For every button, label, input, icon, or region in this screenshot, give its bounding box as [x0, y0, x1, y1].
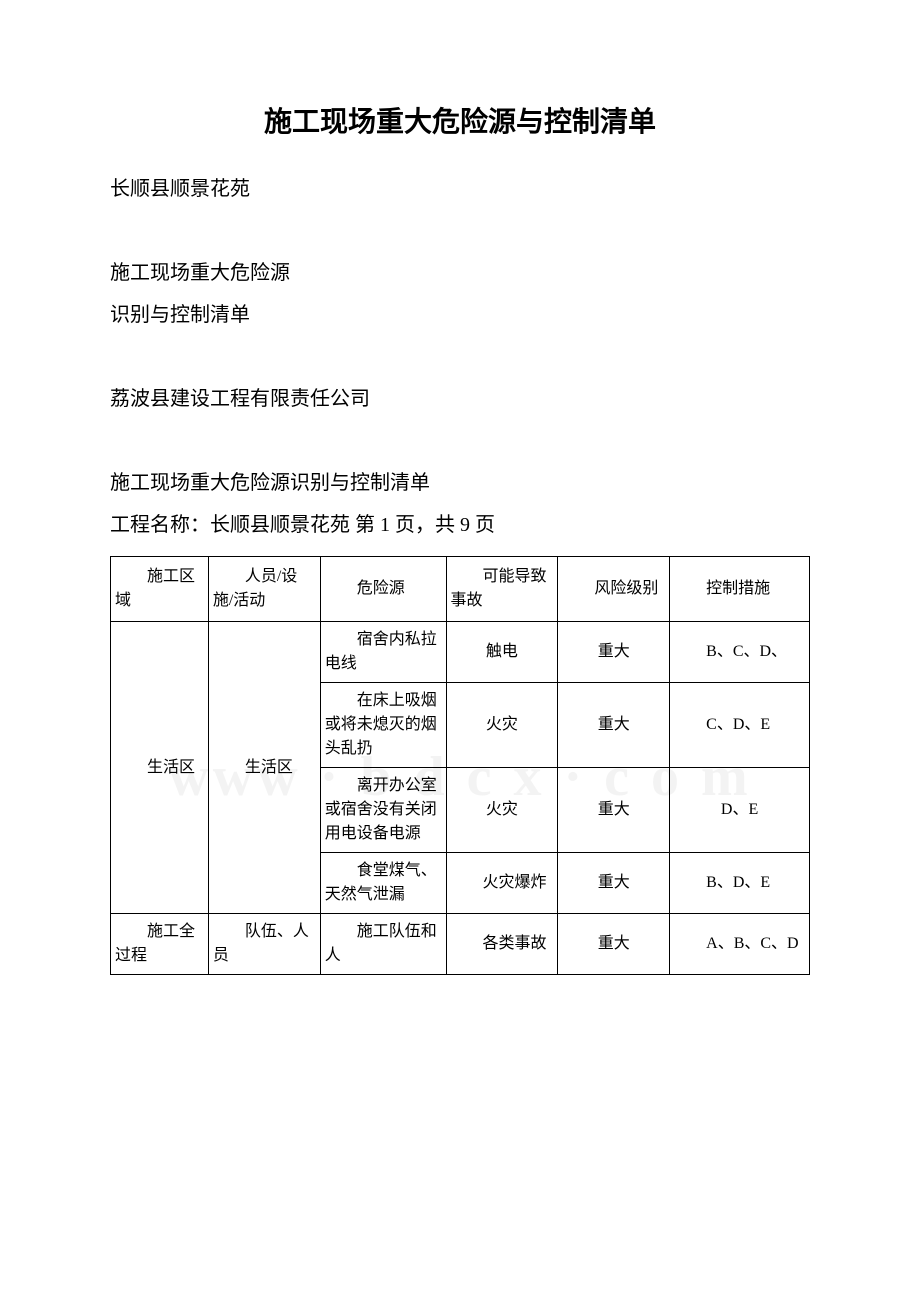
table-cell: 重大 [558, 683, 670, 768]
hazard-table: 施工区域 人员/设施/活动 危险源 可能导致事故 风险级别 控制措施 生活区 生… [110, 556, 810, 975]
intro-line-3: 识别与控制清单 [110, 294, 810, 336]
header-cell: 控制措施 [670, 557, 810, 622]
table-cell: 重大 [558, 853, 670, 914]
intro-line-6: 工程名称：长顺县顺景花苑 第 1 页，共 9 页 [110, 504, 810, 546]
table-cell: 食堂煤气、天然气泄漏 [320, 853, 446, 914]
table-cell: 队伍、人员 [208, 914, 320, 975]
table-cell: 各类事故 [446, 914, 558, 975]
intro-line-2: 施工现场重大危险源 [110, 252, 810, 294]
table-header-row: 施工区域 人员/设施/活动 危险源 可能导致事故 风险级别 控制措施 [111, 557, 810, 622]
table-cell: D、E [670, 768, 810, 853]
header-cell: 人员/设施/活动 [208, 557, 320, 622]
intro-line-1: 长顺县顺景花苑 [110, 168, 810, 210]
table-cell: 火灾 [446, 768, 558, 853]
table-row: 生活区 生活区 宿舍内私拉电线 触电 重大 B、C、D、 [111, 622, 810, 683]
table-cell: 施工全过程 [111, 914, 209, 975]
table-cell: 施工队伍和人 [320, 914, 446, 975]
header-cell: 危险源 [320, 557, 446, 622]
table-cell: 离开办公室或宿舍没有关闭用电设备电源 [320, 768, 446, 853]
header-cell: 风险级别 [558, 557, 670, 622]
table-cell: 重大 [558, 768, 670, 853]
table-cell: 火灾爆炸 [446, 853, 558, 914]
table-cell: 重大 [558, 622, 670, 683]
table-cell: 火灾 [446, 683, 558, 768]
table-cell: 重大 [558, 914, 670, 975]
page-title: 施工现场重大危险源与控制清单 [110, 100, 810, 140]
table-cell: C、D、E [670, 683, 810, 768]
table-cell: 在床上吸烟或将未熄灭的烟头乱扔 [320, 683, 446, 768]
header-cell: 可能导致事故 [446, 557, 558, 622]
table-cell: B、D、E [670, 853, 810, 914]
table-cell: 生活区 [208, 622, 320, 914]
table-cell: B、C、D、 [670, 622, 810, 683]
intro-line-4: 荔波县建设工程有限责任公司 [110, 378, 810, 420]
intro-line-5: 施工现场重大危险源识别与控制清单 [110, 462, 810, 504]
table-cell: A、B、C、D [670, 914, 810, 975]
table-cell: 触电 [446, 622, 558, 683]
header-cell: 施工区域 [111, 557, 209, 622]
table-cell: 生活区 [111, 622, 209, 914]
body-text: 长顺县顺景花苑 施工现场重大危险源 识别与控制清单 荔波县建设工程有限责任公司 … [110, 168, 810, 546]
table-cell: 宿舍内私拉电线 [320, 622, 446, 683]
table-row: 施工全过程 队伍、人员 施工队伍和人 各类事故 重大 A、B、C、D [111, 914, 810, 975]
